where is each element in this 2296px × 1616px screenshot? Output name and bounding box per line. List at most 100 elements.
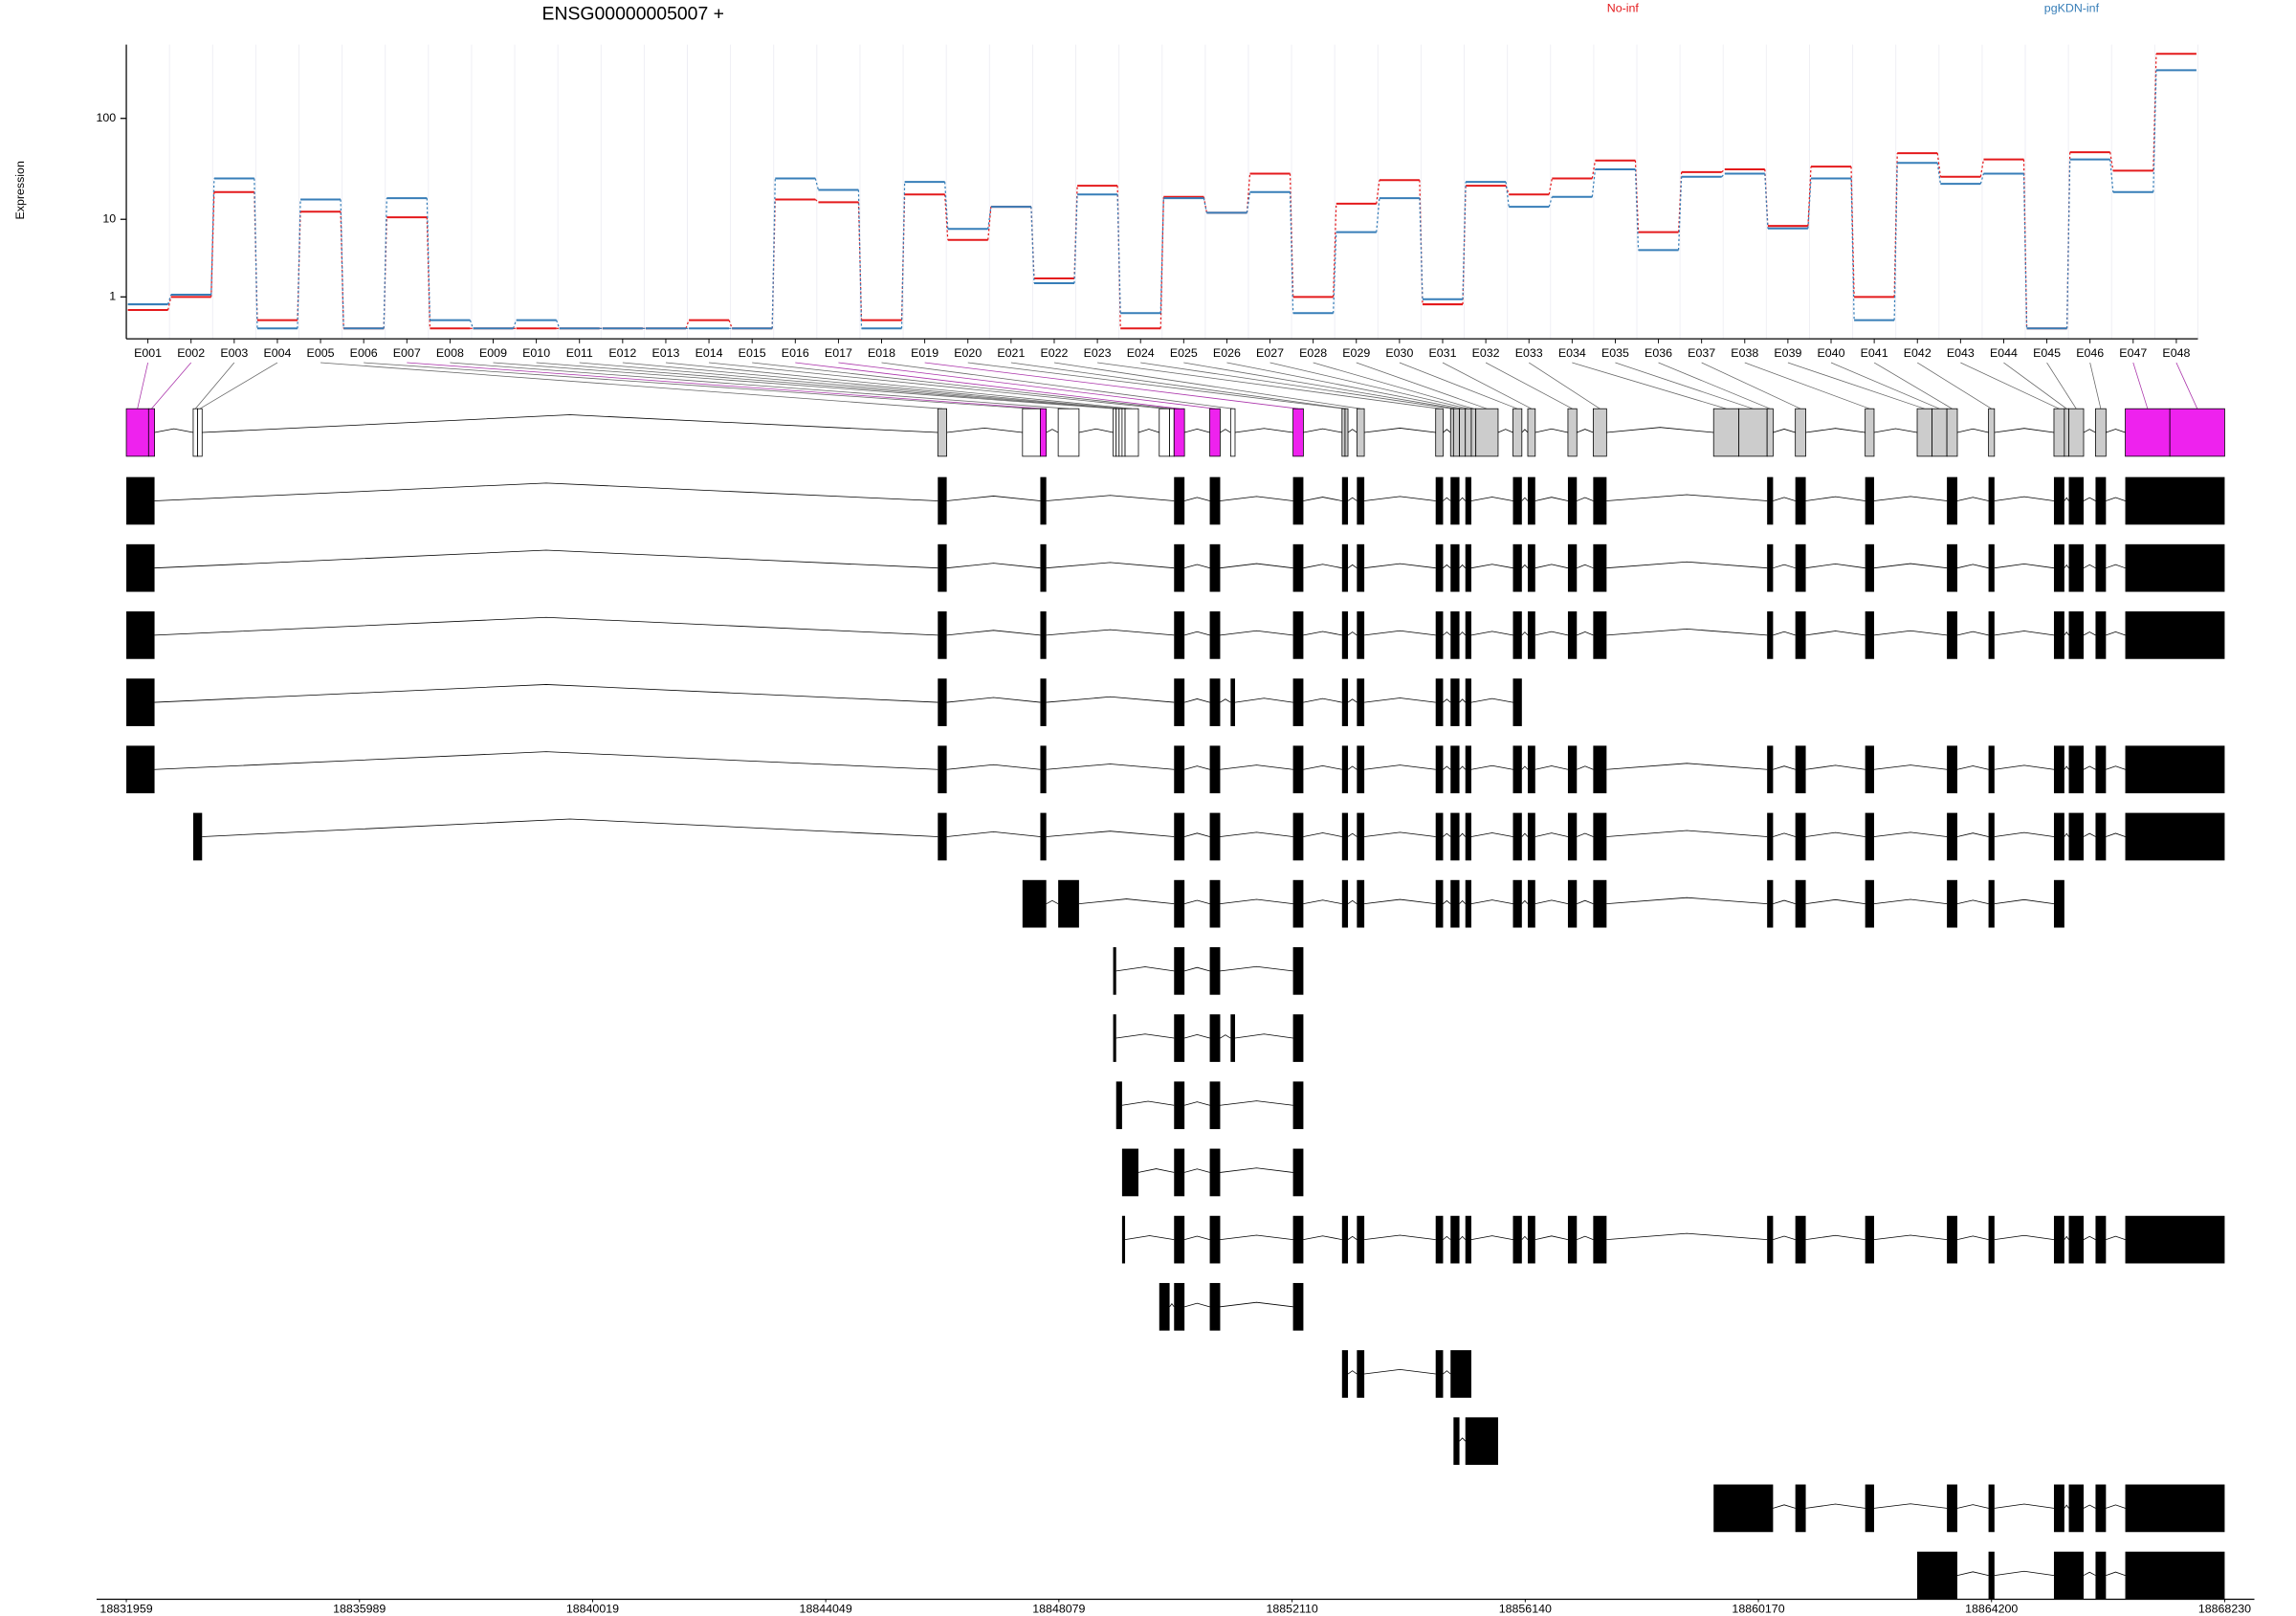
exon-link <box>1873 362 1953 410</box>
transcript-exon <box>1450 678 1460 726</box>
intron <box>1220 1100 1293 1106</box>
x-tick-label: E034 <box>1558 346 1586 360</box>
intron <box>1184 966 1210 972</box>
intron <box>2083 497 2096 501</box>
intron <box>1577 899 1594 905</box>
intron <box>1115 1033 1175 1039</box>
intron <box>1046 696 1175 703</box>
intron <box>1773 429 1796 433</box>
exon-link <box>838 362 1216 410</box>
intron <box>1303 631 1342 636</box>
exon-link <box>137 362 148 410</box>
intron <box>1577 564 1594 569</box>
x-tick-label: E011 <box>566 346 593 360</box>
intron <box>1577 1235 1594 1240</box>
transcript-exon <box>1947 745 1957 794</box>
transcript-exon <box>1209 1282 1221 1331</box>
transcript-exon <box>1341 678 1349 726</box>
transcript-exon <box>1435 611 1444 659</box>
transcript-exon <box>1465 1417 1498 1466</box>
exon-bin <box>1916 408 1932 457</box>
exon-link <box>364 362 1032 410</box>
x-tick-label: E022 <box>1040 346 1068 360</box>
intron <box>1534 428 1569 433</box>
intron <box>1364 1369 1436 1375</box>
intron <box>2106 832 2126 837</box>
step-connector <box>1936 163 1941 185</box>
transcript-exon <box>2068 745 2084 794</box>
transcript-exon <box>938 678 947 726</box>
exon-bin <box>1115 408 1120 457</box>
x-tick-label: E018 <box>868 346 895 360</box>
exon-bin <box>1465 408 1472 457</box>
intron <box>1046 629 1175 636</box>
step-connector <box>814 178 820 190</box>
genomic-tick-label: 18860170 <box>1732 1603 1784 1616</box>
x-tick-label: E012 <box>608 346 636 360</box>
intron <box>1773 497 1796 501</box>
exon-link <box>536 362 1118 410</box>
exon-bin <box>1449 408 1454 457</box>
intron <box>1521 497 1529 501</box>
transcript-exon <box>1040 476 1047 525</box>
intron <box>1521 631 1529 636</box>
intron <box>1303 564 1342 569</box>
x-tick-label: E032 <box>1472 346 1500 360</box>
x-tick-label: E028 <box>1299 346 1327 360</box>
intron <box>1303 764 1342 770</box>
intron <box>1184 1034 1210 1039</box>
transcript-exon <box>1450 879 1460 928</box>
transcript-exon <box>2068 611 2084 659</box>
exon-bin <box>1738 408 1768 457</box>
intron <box>1220 1167 1293 1173</box>
intron <box>1497 429 1513 433</box>
intron <box>1873 428 1918 433</box>
exon-bin <box>1712 408 1740 457</box>
intron <box>1443 765 1451 770</box>
intron <box>1534 631 1569 636</box>
genomic-tick-label: 18835989 <box>333 1603 386 1616</box>
exon-link <box>2132 362 2149 410</box>
intron <box>2083 765 2096 770</box>
intron <box>1577 765 1594 770</box>
step-connector <box>1376 198 1380 232</box>
intron <box>1364 496 1436 501</box>
transcript-exon <box>1159 1282 1170 1331</box>
intron <box>1347 765 1358 770</box>
transcript-exon <box>1174 1148 1185 1197</box>
transcript-exon <box>1341 812 1349 861</box>
transcript-exon <box>1527 476 1535 525</box>
transcript-exon <box>1865 1215 1874 1264</box>
intron <box>1873 831 1948 837</box>
intron <box>1443 1370 1451 1375</box>
transcript-exon <box>2068 1215 2084 1264</box>
genomic-tick-label: 18864200 <box>1965 1603 2018 1616</box>
exon-bin <box>2053 408 2065 457</box>
intron <box>1220 496 1293 501</box>
transcript-exon <box>1512 611 1522 659</box>
transcript-exon <box>1209 1014 1221 1062</box>
transcript-exon <box>1292 1081 1304 1130</box>
transcript-exon <box>1209 543 1221 592</box>
intron <box>1994 1503 2055 1509</box>
transcript-exon <box>1209 812 1221 861</box>
intron <box>1443 564 1451 568</box>
exon-bin <box>1356 408 1365 457</box>
exon-link <box>1399 362 1518 410</box>
exon-bin <box>2095 408 2107 457</box>
intron <box>946 764 1041 770</box>
exon-bin <box>1435 408 1444 457</box>
exon-link <box>2175 362 2198 410</box>
exon-bin <box>2064 408 2069 457</box>
intron <box>1347 564 1358 569</box>
intron <box>1606 427 1714 433</box>
transcript-exon <box>1174 946 1185 995</box>
intron <box>2106 1504 2126 1509</box>
transcript-exon <box>1865 745 1874 794</box>
transcript-exon <box>2095 1551 2107 1600</box>
step-connector <box>1116 194 1121 314</box>
intron <box>1046 830 1175 837</box>
transcript-exon <box>1292 611 1304 659</box>
intron <box>1364 630 1436 636</box>
